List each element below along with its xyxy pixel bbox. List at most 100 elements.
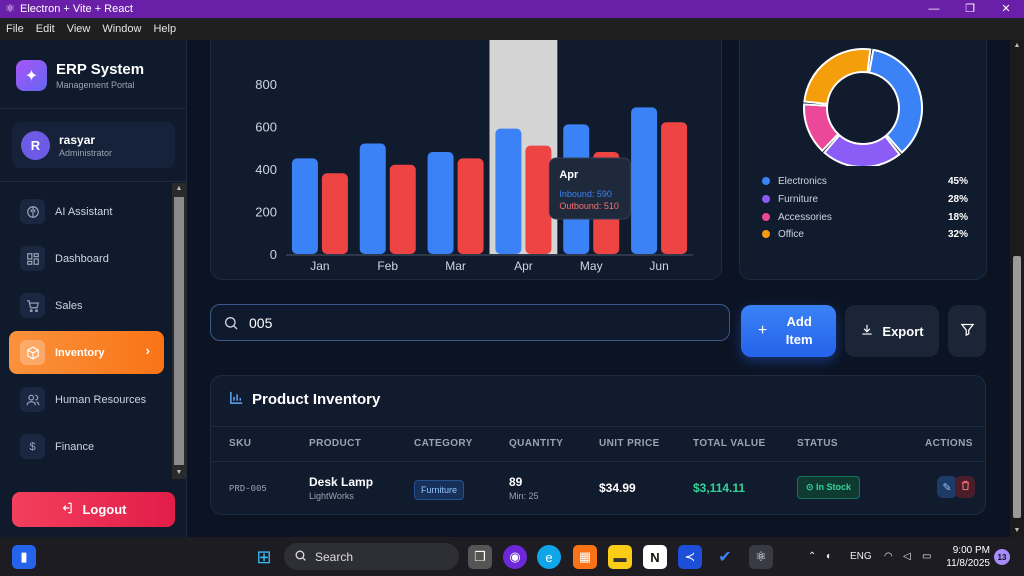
- delete-button[interactable]: [955, 476, 975, 498]
- scroll-down-arrow-icon[interactable]: ▼: [175, 469, 183, 476]
- cell-unit-price: $34.99: [599, 481, 636, 495]
- window-titlebar: ⚛ Electron + Vite + React — ❐ ✕: [0, 0, 1024, 18]
- scroll-down-arrow-icon[interactable]: ▼: [1013, 527, 1021, 534]
- edge-icon[interactable]: e: [537, 545, 561, 569]
- header-quantity[interactable]: QUANTITY: [509, 438, 564, 449]
- legend-percent: 45%: [947, 175, 968, 187]
- status-label: In Stock: [816, 482, 852, 492]
- export-button[interactable]: Export: [845, 305, 939, 357]
- cell-product-brand: LightWorks: [309, 491, 354, 501]
- x-tick-label: Mar: [445, 259, 466, 273]
- x-tick-label: Feb: [377, 259, 398, 273]
- scrollbar-thumb[interactable]: [174, 197, 184, 465]
- close-button[interactable]: ✕: [1001, 3, 1011, 15]
- todo-icon[interactable]: ✔: [718, 549, 732, 566]
- scrollbar-thumb[interactable]: [1013, 256, 1021, 518]
- donut-slice-furniture: [823, 133, 901, 168]
- task-view-icon[interactable]: ❐: [468, 545, 492, 569]
- main-content: 0 200 400 600 800 Jan Feb Mar Apr May Jun Apr Inboun…: [188, 40, 1010, 537]
- pencil-icon: ✎: [942, 481, 952, 494]
- sidebar: ✦ ERP System Management Portal R rasyar …: [0, 40, 187, 537]
- menu-edit[interactable]: Edit: [35, 23, 55, 35]
- user-card[interactable]: R rasyar Administrator: [12, 122, 175, 168]
- legend-label: Furniture: [778, 193, 819, 205]
- export-label: Export: [882, 323, 924, 339]
- y-tick-label: 600: [255, 120, 277, 135]
- menu-bar: File Edit View Window Help: [0, 18, 1024, 40]
- taskbar-search[interactable]: Search: [284, 543, 459, 570]
- widgets-icon[interactable]: ▮: [12, 545, 36, 569]
- scroll-up-arrow-icon[interactable]: ▲: [1013, 42, 1021, 49]
- brand: ✦ ERP System Management Portal: [16, 60, 144, 91]
- notion-icon[interactable]: N: [643, 545, 667, 569]
- bar-outbound-jan: [321, 173, 348, 254]
- bar-chart-card: 0 200 400 600 800 Jan Feb Mar Apr May Jun Apr Inboun…: [210, 40, 722, 280]
- main-scrollbar[interactable]: ▲ ▼: [1010, 40, 1024, 537]
- sidebar-nav: AI Assistant Dashboard Sales Inventory ›: [9, 190, 164, 472]
- scroll-up-arrow-icon[interactable]: ▲: [175, 185, 183, 192]
- bar-inbound-jan: [291, 158, 318, 254]
- bar-chart-icon: [229, 390, 244, 409]
- volume-icon[interactable]: ◁: [903, 551, 911, 562]
- sidebar-item-label: Inventory: [55, 346, 105, 359]
- bar-inbound-apr: [495, 128, 522, 254]
- taskbar: ▮ ⊞ Search ❐ ◉ e ▦ ▬ N ≺ ✔ ⚛ ⌃ ◐ ENG ◠ ◁…: [0, 537, 1024, 576]
- header-total-value[interactable]: TOTAL VALUE: [693, 438, 766, 449]
- header-sku[interactable]: SKU: [229, 438, 252, 449]
- header-actions: ACTIONS: [925, 438, 973, 449]
- logout-button[interactable]: Logout: [12, 492, 175, 527]
- search-bar[interactable]: [210, 304, 730, 341]
- sidebar-item-sales[interactable]: Sales: [9, 284, 164, 327]
- menu-window[interactable]: Window: [102, 23, 142, 35]
- copilot-icon[interactable]: ◐: [826, 551, 833, 562]
- legend-label: Office: [778, 228, 804, 240]
- filter-button[interactable]: [948, 305, 986, 357]
- electron-app-icon[interactable]: ⚛: [749, 545, 773, 569]
- bar-outbound-jun: [661, 122, 688, 254]
- sidebar-item-dashboard[interactable]: Dashboard: [9, 237, 164, 280]
- clock-date: 11/8/2025: [946, 558, 990, 569]
- chevron-right-icon: ›: [145, 343, 150, 358]
- header-status[interactable]: STATUS: [797, 438, 838, 449]
- menu-file[interactable]: File: [6, 23, 24, 35]
- header-category[interactable]: CATEGORY: [414, 438, 473, 449]
- menu-help[interactable]: Help: [153, 23, 177, 35]
- teams-icon[interactable]: ◉: [503, 545, 527, 569]
- sidebar-item-finance[interactable]: $ Finance: [9, 425, 164, 468]
- legend-percent: 32%: [947, 228, 968, 240]
- avatar: R: [21, 130, 50, 160]
- chart-tooltip: [548, 157, 631, 220]
- legend-item: Electronics 45%: [762, 174, 968, 188]
- sidebar-item-inventory[interactable]: Inventory ›: [9, 331, 164, 374]
- edit-button[interactable]: ✎: [937, 476, 957, 498]
- start-icon[interactable]: ⊞: [256, 546, 272, 567]
- add-item-button[interactable]: + Add Item: [741, 305, 836, 357]
- minimize-button[interactable]: —: [928, 3, 940, 15]
- search-icon: [294, 549, 307, 565]
- sidebar-item-ai-assistant[interactable]: AI Assistant: [9, 190, 164, 233]
- legend-dot: [762, 213, 770, 221]
- table-title: Product Inventory: [229, 390, 380, 409]
- search-input[interactable]: [249, 314, 689, 331]
- brand-name: ERP System: [56, 61, 145, 78]
- sidebar-item-human-resources[interactable]: Human Resources: [9, 378, 164, 421]
- language-indicator[interactable]: ENG: [850, 551, 872, 562]
- header-product[interactable]: PRODUCT: [309, 438, 362, 449]
- y-tick-label: 800: [255, 77, 277, 92]
- brand-subtitle: Management Portal: [56, 80, 135, 90]
- sidebar-scrollbar[interactable]: ▲ ▼: [172, 183, 186, 479]
- maximize-button[interactable]: ❐: [965, 3, 975, 15]
- cell-min-quantity: Min: 25: [509, 491, 539, 501]
- battery-icon[interactable]: ▭: [922, 551, 932, 562]
- notification-badge[interactable]: 13: [994, 549, 1010, 565]
- store-icon[interactable]: ▦: [573, 545, 597, 569]
- file-explorer-icon[interactable]: ▬: [608, 545, 632, 569]
- sidebar-item-label: Sales: [55, 299, 83, 312]
- clock[interactable]: 9:00 PM 11/8/2025: [946, 544, 990, 570]
- vscode-icon[interactable]: ≺: [678, 545, 702, 569]
- tray-chevron-icon[interactable]: ⌃: [808, 551, 817, 562]
- wifi-icon[interactable]: ◠: [884, 551, 893, 562]
- header-unit-price[interactable]: UNIT PRICE: [599, 438, 660, 449]
- menu-view[interactable]: View: [66, 23, 91, 35]
- divider: [0, 108, 187, 109]
